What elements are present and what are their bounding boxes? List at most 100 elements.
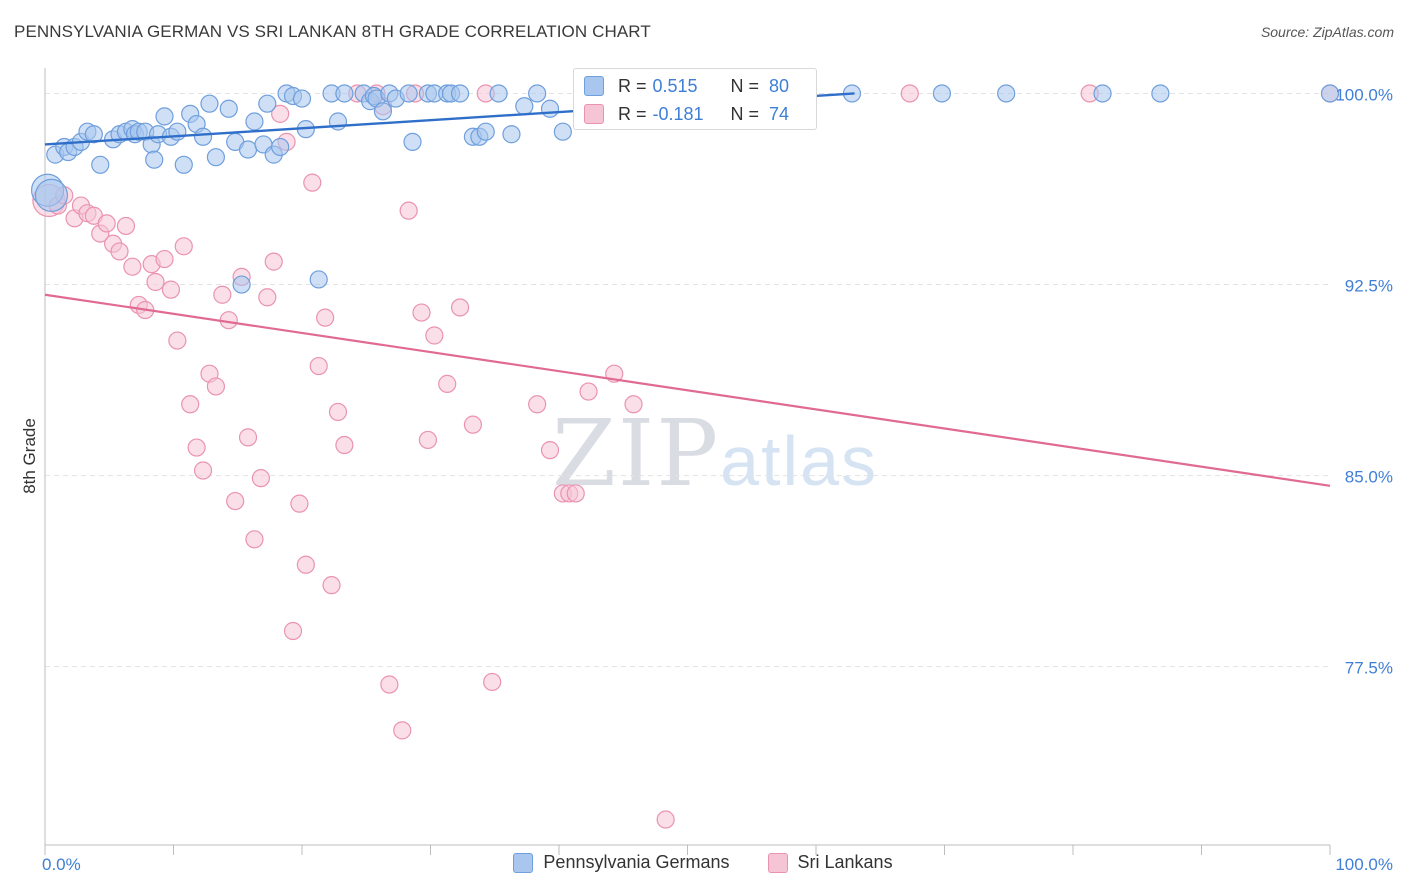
pennsylvania-germans-point (309, 270, 328, 289)
sri-lankans-point (463, 415, 483, 434)
pennsylvania-germans-point (540, 99, 560, 118)
legend-label: Pennsylvania Germans (543, 852, 730, 872)
sri-lankans-point (418, 430, 438, 450)
sri-lankans-point (245, 530, 264, 549)
sri-lankans-point (116, 216, 136, 236)
correlation-row-blue: R = 0.515 N = 80 (584, 73, 789, 99)
pennsylvania-germans-point (1151, 84, 1170, 103)
legend-label: Sri Lankans (797, 852, 893, 872)
sri-lankans-point (161, 280, 181, 299)
n-value: 80 (769, 75, 790, 96)
sri-lankans-point (238, 428, 258, 447)
y-tick-label: 77.5% (1345, 659, 1393, 678)
pennsylvania-germans-point (193, 127, 213, 146)
pennsylvania-germans-point (476, 122, 495, 141)
sri-lankans-point (412, 303, 431, 322)
pennsylvania-germans-point (238, 140, 258, 159)
sri-lankans-point (624, 395, 643, 414)
pennsylvania-germans-point (292, 89, 312, 108)
y-tick-label: 92.5% (1345, 277, 1393, 296)
pennsylvania-germans-point (245, 112, 264, 131)
pink-swatch (584, 104, 604, 124)
blue-swatch (584, 76, 604, 96)
sri-lankans-point (181, 395, 200, 414)
pennsylvania-germans-point (84, 125, 103, 144)
sri-lankans-point (296, 555, 315, 574)
pennsylvania-germans-point (515, 97, 534, 116)
pennsylvania-germans-point (174, 155, 193, 174)
pennsylvania-germans-point (145, 150, 164, 169)
sri-lankans-point (264, 252, 283, 271)
r-label: R = (618, 103, 647, 124)
n-label: N = (730, 103, 760, 124)
pennsylvania-germans-point (373, 102, 393, 121)
sri-lankans-point (123, 257, 142, 276)
sri-lankans-point (110, 242, 129, 261)
x-tick-label: 100.0% (1335, 855, 1393, 874)
pennsylvania-germans-point (34, 178, 69, 212)
axis-layer (44, 68, 1331, 855)
pennsylvania-germans-point (271, 137, 290, 157)
sri-lankans-point (540, 441, 560, 460)
pennsylvania-germans-point (932, 84, 952, 103)
sri-lankans-points (32, 84, 1340, 829)
y-tick-label: 100.0% (1335, 85, 1393, 104)
sri-lankans-point (309, 356, 328, 376)
sri-lankans-point (97, 214, 116, 233)
pennsylvania-germans-point (450, 84, 470, 103)
sri-lankans-point (393, 721, 412, 740)
sri-lankans-point (251, 469, 270, 488)
sri-lankans-point (174, 237, 193, 256)
pennsylvania-germans-point (200, 94, 219, 113)
n-value: 74 (769, 103, 790, 124)
sri-lankans-point (213, 285, 232, 304)
sri-lankans-point (579, 382, 598, 401)
pennsylvania-germans-point (335, 84, 354, 103)
pennsylvania-germans-point (399, 84, 418, 103)
sri-lankans-trendline (44, 293, 1331, 487)
sri-lankans-point (316, 308, 335, 327)
legend-item-pennsylvania-germans[interactable]: Pennsylvania Germans (513, 852, 730, 873)
pennsylvania-germans-point (1093, 84, 1112, 103)
legend-item-sri-lankans[interactable]: Sri Lankans (767, 852, 893, 873)
pennsylvania-germans-point (489, 84, 508, 103)
sri-lankans-point (290, 494, 309, 513)
sri-lankans-point (380, 675, 399, 694)
sri-lankans-point (528, 395, 547, 414)
y-axis-label: 8th Grade (20, 418, 39, 494)
sri-lankans-point (193, 461, 213, 480)
series-legend: Pennsylvania Germans Sri Lankans (0, 852, 1406, 873)
r-label: R = (618, 75, 647, 96)
correlation-row-pink: R = -0.181 N = 74 (584, 101, 789, 127)
grid-layer (45, 92, 1330, 668)
pennsylvania-germans-point (502, 125, 521, 144)
sri-lankans-point (399, 201, 418, 220)
pennsylvania-germans-point (155, 107, 174, 126)
pennsylvania-germans-point (219, 99, 238, 118)
blue-swatch (513, 852, 534, 873)
pennsylvania-germans-point (528, 84, 547, 103)
sri-lankans-point (226, 491, 245, 511)
pennsylvania-germans-point (206, 148, 226, 167)
sri-lankans-point (271, 104, 290, 123)
sri-lankans-point (656, 810, 675, 829)
sri-lankans-point (322, 576, 341, 595)
correlation-legend: R = 0.515 N = 80 R = -0.181 N = 74 (573, 68, 817, 130)
n-label: N = (730, 75, 760, 96)
sri-lankans-point (206, 377, 226, 396)
y-tick-label: 85.0% (1345, 468, 1393, 487)
sri-lankans-point (155, 249, 174, 269)
pennsylvania-germans-point (232, 275, 251, 294)
r-value: 0.515 (652, 75, 698, 96)
sri-lankans-point (168, 331, 187, 350)
pennsylvania-germans-point (91, 155, 110, 174)
axis-labels: 100.0% 92.5% 85.0% 77.5% 0.0% 100.0% 8th Grade (20, 85, 1393, 874)
chart-title: PENNSYLVANIA GERMAN VS SRI LANKAN 8TH GR… (14, 22, 651, 41)
r-value: -0.181 (652, 103, 704, 124)
sri-lankans-point (483, 672, 502, 692)
pennsylvania-germans-point (553, 122, 572, 141)
pennsylvania-germans-point (1320, 84, 1340, 103)
pennsylvania-germans-point (997, 84, 1016, 103)
sri-lankans-point (335, 435, 354, 455)
